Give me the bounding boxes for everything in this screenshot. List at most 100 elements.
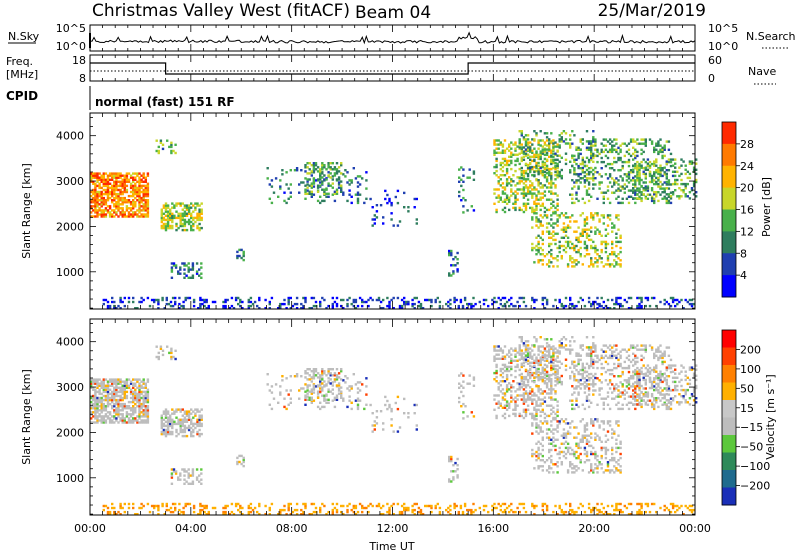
power-cell [669, 197, 673, 200]
velocity-cell [111, 421, 114, 424]
power-cell [474, 302, 477, 306]
power-cell [671, 170, 675, 173]
power-cell [594, 246, 597, 250]
velocity-cell [190, 434, 193, 438]
power-cell [186, 296, 189, 300]
velocity-cell [554, 398, 557, 401]
velocity-cell [407, 412, 410, 415]
power-cell [438, 307, 442, 310]
velocity-cell [94, 413, 97, 416]
velocity-cell [524, 400, 528, 403]
power-cell [134, 184, 137, 188]
power-cell [310, 164, 313, 167]
velocity-cell [524, 378, 528, 381]
velocity-cell [132, 392, 135, 396]
power-cell [531, 206, 534, 210]
power-cell [198, 212, 201, 215]
power-cell [302, 296, 305, 300]
velocity-cell [113, 394, 116, 398]
velocity-cell [164, 414, 168, 417]
power-cell [596, 197, 599, 200]
power-cell [606, 216, 610, 219]
velocity-cell [531, 454, 534, 458]
velocity-cell [170, 349, 173, 352]
power-cell [541, 139, 544, 142]
velocity-cell [183, 430, 187, 434]
velocity-cell [604, 446, 608, 450]
power-cell [90, 176, 93, 179]
power-cell [144, 178, 147, 181]
velocity-cell [552, 432, 555, 435]
power-cell [554, 238, 557, 242]
power-cell [512, 192, 515, 195]
velocity-cell [134, 402, 137, 406]
power-cell [125, 215, 129, 218]
power-cell [554, 257, 557, 260]
velocity-cell [583, 461, 587, 464]
velocity-cell [129, 392, 133, 396]
power-cell [531, 165, 534, 169]
power-cell [100, 174, 103, 177]
power-cell [123, 190, 126, 194]
velocity-cell [132, 409, 135, 412]
power-cell [552, 192, 555, 195]
velocity-cell [533, 392, 536, 395]
velocity-cell [173, 422, 176, 426]
power-cell [590, 156, 593, 160]
velocity-cell [192, 424, 195, 428]
power-cell [642, 167, 645, 170]
velocity-cell [462, 402, 465, 406]
power-cell [514, 153, 517, 156]
power-cell [592, 177, 595, 180]
power-cell [458, 168, 461, 171]
power-cell [634, 175, 637, 178]
power-cell [394, 195, 397, 199]
power-cell [657, 167, 660, 170]
velocity-cell [501, 380, 505, 383]
velocity-cell [598, 426, 601, 429]
power-cell [146, 199, 150, 202]
velocity-cell [164, 430, 168, 434]
velocity-cell [117, 378, 120, 381]
velocity-cell [384, 395, 387, 399]
power-cell [573, 181, 576, 184]
velocity-cell [516, 398, 519, 401]
power-cell [526, 192, 530, 195]
power-cell [314, 179, 318, 182]
power-cell [692, 166, 696, 169]
power-cell [606, 177, 610, 180]
power-cell [236, 254, 239, 258]
power-cell [674, 166, 677, 169]
power-cell [592, 140, 595, 143]
power-cell [335, 304, 339, 308]
power-cell [632, 140, 635, 143]
velocity-cell [121, 415, 124, 418]
velocity-cell [571, 467, 574, 470]
power-cell [310, 184, 313, 187]
power-cell [667, 199, 671, 203]
velocity-cell [497, 386, 500, 389]
power-cell [518, 177, 521, 180]
velocity-cell [550, 380, 553, 384]
power-cell [629, 169, 633, 172]
velocity-cell [539, 404, 542, 407]
velocity-cell [325, 394, 328, 397]
power-cell [289, 183, 292, 186]
power-cell [350, 181, 353, 184]
power-cell [606, 185, 610, 188]
power-cell [655, 164, 658, 167]
power-cell [585, 179, 589, 182]
power-cell [579, 162, 582, 166]
velocity-cell [575, 456, 578, 460]
power-cell [545, 153, 549, 156]
power-cell [321, 172, 324, 175]
velocity-cell [121, 388, 124, 391]
velocity-cell [340, 386, 343, 389]
velocity-cell [554, 444, 557, 448]
velocity-cell [514, 359, 517, 362]
velocity-cell [510, 384, 513, 387]
velocity-cell [183, 468, 186, 471]
power-cell [552, 304, 555, 308]
power-cell [646, 185, 650, 188]
power-cell [541, 302, 544, 306]
